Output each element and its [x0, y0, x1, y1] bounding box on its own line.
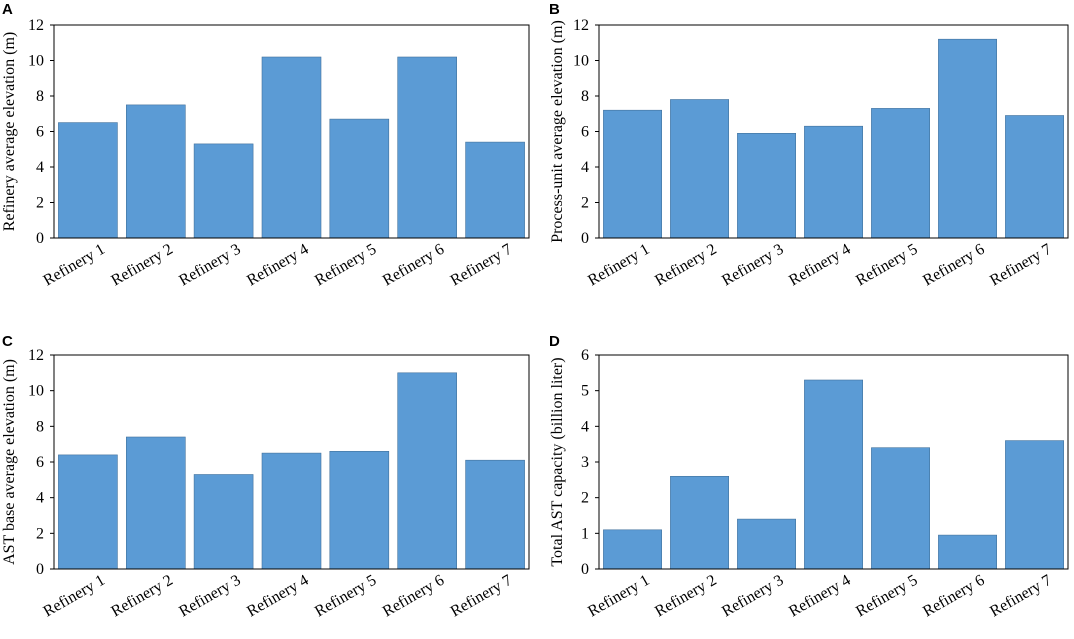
chart-panel-A: A 0 2 4 6 8 10 12 Refinery 1 Refinery 2 Refinery 3… — [1, 1, 530, 290]
y-tick-label: 4 — [36, 159, 44, 176]
bar-refinery-6 — [938, 38, 998, 239]
x-tick-label: Refinery 5 — [853, 241, 920, 290]
x-tick-label: Refinery 2 — [652, 241, 719, 290]
x-tick-label: Refinery 5 — [853, 572, 920, 621]
bar-refinery-6 — [397, 372, 458, 570]
y-tick-label: 4 — [36, 490, 44, 507]
y-tick-label: 6 — [581, 124, 589, 141]
x-tick-label: Refinery 4 — [786, 572, 853, 621]
y-tick-label: 8 — [36, 418, 44, 435]
y-tick-label: 6 — [36, 454, 44, 471]
x-tick-label: Refinery 3 — [176, 241, 243, 290]
x-tick-label: Refinery 6 — [380, 241, 447, 290]
x-tick-label: Refinery 4 — [244, 241, 311, 290]
y-tick-label: 2 — [36, 195, 44, 212]
y-tick-label: 1 — [581, 525, 589, 542]
bar-refinery-3 — [737, 518, 797, 570]
x-tick-label: Refinery 3 — [176, 572, 243, 621]
y-tick-label: 2 — [581, 490, 589, 507]
x-tick-label: Refinery 7 — [987, 241, 1054, 290]
bar-refinery-5 — [329, 118, 390, 239]
x-tick-label: Refinery 3 — [719, 572, 786, 621]
y-tick-label: 0 — [36, 230, 44, 247]
bar-refinery-7 — [465, 141, 525, 239]
y-tick-label: 12 — [573, 17, 589, 34]
x-tick-label: Refinery 7 — [448, 241, 515, 290]
bar-refinery-2 — [126, 436, 186, 570]
bar-refinery-6 — [397, 56, 458, 239]
y-axis-label: Total AST capacity (billion liter) — [549, 357, 566, 566]
panel-letter: B — [549, 1, 560, 18]
y-axis-label: AST base average elevation (m) — [1, 359, 18, 565]
x-tick-label: Refinery 4 — [786, 241, 853, 290]
bar-refinery-2 — [126, 104, 186, 239]
y-tick-label: 3 — [581, 454, 589, 471]
x-tick-label: Refinery 6 — [920, 241, 987, 290]
y-tick-label: 10 — [28, 383, 44, 400]
x-tick-label: Refinery 7 — [448, 572, 515, 621]
y-tick-label: 12 — [28, 17, 44, 34]
y-tick-label: 0 — [36, 561, 44, 578]
x-tick-label: Refinery 1 — [41, 572, 108, 621]
x-tick-label: Refinery 1 — [41, 241, 108, 290]
y-tick-label: 4 — [581, 159, 589, 176]
bar-refinery-7 — [1005, 440, 1065, 570]
y-axis-label: Process-unit average elevation (m) — [549, 20, 566, 243]
bar-refinery-5 — [871, 108, 931, 239]
y-tick-label: 10 — [28, 53, 44, 70]
x-tick-label: Refinery 2 — [108, 572, 175, 621]
chart-panel-B: B 0 2 4 6 8 10 12 Refinery 1 Refinery 2 Refinery 3… — [549, 1, 1069, 290]
x-tick-label: Refinery 4 — [244, 572, 311, 621]
bar-refinery-2 — [670, 99, 730, 239]
bar-refinery-1 — [603, 109, 663, 239]
bar-refinery-4 — [804, 125, 864, 239]
y-tick-label: 6 — [36, 124, 44, 141]
x-tick-label: Refinery 3 — [719, 241, 786, 290]
y-axis-label: Refinery average elevation (m) — [1, 32, 18, 231]
y-tick-label: 8 — [581, 88, 589, 105]
bar-refinery-1 — [58, 122, 118, 239]
bar-refinery-3 — [737, 133, 797, 239]
bar-refinery-1 — [603, 529, 663, 570]
x-tick-label: Refinery 2 — [108, 241, 175, 290]
bar-refinery-1 — [58, 454, 118, 570]
y-tick-label: 6 — [581, 347, 589, 364]
x-tick-label: Refinery 5 — [312, 572, 379, 621]
y-tick-label: 4 — [581, 418, 589, 435]
y-tick-label: 10 — [573, 53, 589, 70]
bar-refinery-4 — [261, 56, 322, 239]
bar-refinery-3 — [193, 474, 254, 570]
y-tick-label: 12 — [28, 347, 44, 364]
bar-refinery-2 — [670, 475, 730, 570]
bar-refinery-7 — [1005, 115, 1065, 239]
bar-refinery-6 — [938, 534, 998, 570]
x-tick-label: Refinery 6 — [920, 572, 987, 621]
panel-letter: C — [2, 333, 13, 350]
y-tick-label: 2 — [36, 525, 44, 542]
x-tick-label: Refinery 6 — [380, 572, 447, 621]
x-tick-label: Refinery 2 — [652, 572, 719, 621]
x-tick-label: Refinery 1 — [585, 241, 652, 290]
y-tick-label: 0 — [581, 230, 589, 247]
bar-refinery-7 — [465, 459, 525, 570]
bar-refinery-4 — [804, 379, 864, 570]
panel-letter: A — [2, 1, 13, 18]
chart-panel-C: C 0 2 4 6 8 10 12 Refinery 1 Refinery 2 Refinery 3… — [1, 333, 530, 621]
x-tick-label: Refinery 5 — [312, 241, 379, 290]
bar-refinery-3 — [193, 143, 254, 239]
x-tick-label: Refinery 1 — [585, 572, 652, 621]
y-tick-label: 8 — [36, 88, 44, 105]
bar-refinery-5 — [871, 447, 931, 570]
y-tick-label: 5 — [581, 383, 589, 400]
bar-refinery-4 — [261, 452, 322, 570]
x-tick-label: Refinery 7 — [987, 572, 1054, 621]
panel-letter: D — [549, 333, 560, 350]
y-tick-label: 2 — [581, 195, 589, 212]
bar-refinery-5 — [329, 450, 390, 570]
y-tick-label: 0 — [581, 561, 589, 578]
